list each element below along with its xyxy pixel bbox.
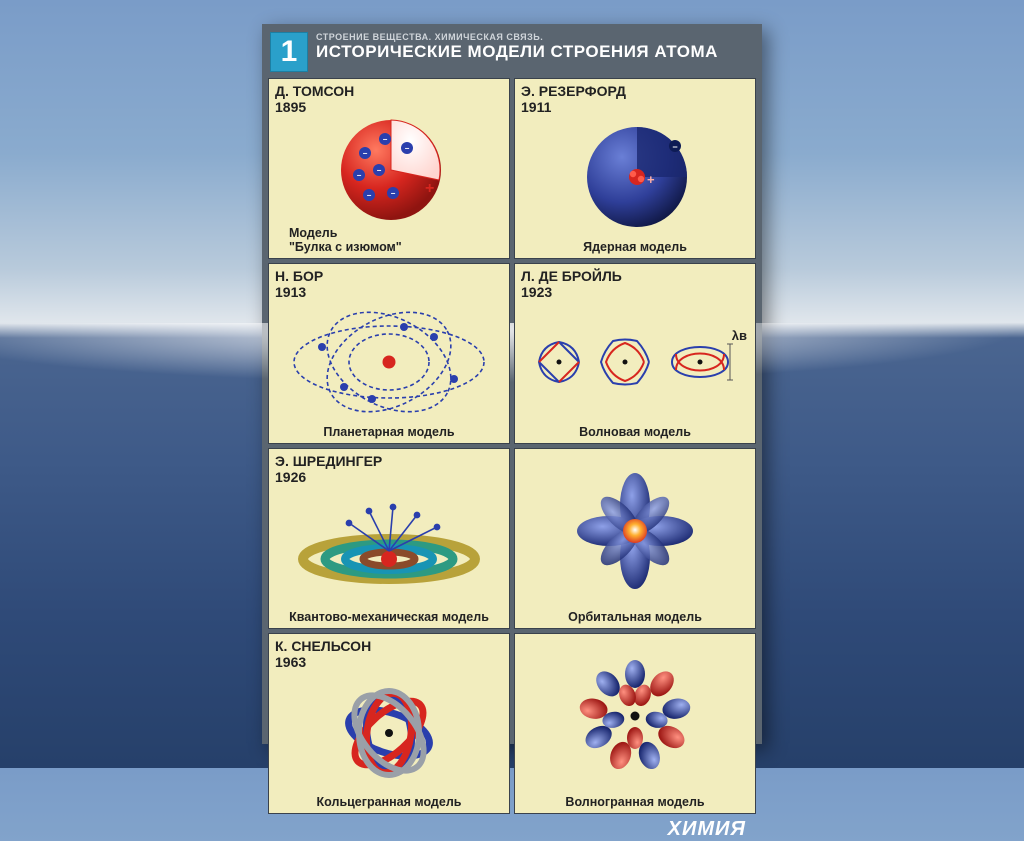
svg-text:+: +	[647, 172, 655, 187]
year: 1926	[275, 469, 503, 485]
caption: Квантово-механическая модель	[275, 609, 503, 626]
svg-text:−: −	[383, 135, 388, 144]
svg-text:−: −	[363, 149, 368, 158]
author: К. СНЕЛЬСОН	[275, 638, 503, 654]
cell-orbital: Орбитальная модель	[514, 448, 756, 629]
cell-schrodinger: Э. ШРЕДИНГЕР 1926	[268, 448, 510, 629]
caption: Планетарная модель	[275, 424, 503, 441]
author: Д. ТОМСОН	[275, 83, 503, 99]
header: 1 СТРОЕНИЕ ВЕЩЕСТВА. ХИМИЧЕСКАЯ СВЯЗЬ. И…	[268, 30, 756, 78]
author: Л. ДЕ БРОЙЛЬ	[521, 268, 749, 284]
header-subtitle: СТРОЕНИЕ ВЕЩЕСТВА. ХИМИЧЕСКАЯ СВЯЗЬ.	[316, 32, 718, 42]
svg-text:−: −	[367, 191, 372, 200]
svg-text:−: −	[405, 144, 410, 153]
year: 1913	[275, 284, 503, 300]
caption: Кольцегранная модель	[275, 794, 503, 811]
diagram-orbital	[521, 453, 749, 609]
caption: Модель "Булка с изюмом"	[275, 225, 503, 256]
caption-prefix: Модель	[289, 226, 337, 240]
diagram-snelson	[275, 670, 503, 794]
models-grid: Д. ТОМСОН 1895	[268, 78, 756, 814]
poster: 1 СТРОЕНИЕ ВЕЩЕСТВА. ХИМИЧЕСКАЯ СВЯЗЬ. И…	[262, 24, 762, 744]
footer-label: ХИМИЯ	[268, 814, 756, 841]
diagram-schrodinger	[275, 485, 503, 609]
svg-text:−: −	[377, 166, 382, 175]
svg-text:−: −	[391, 189, 396, 198]
caption: Волногранная модель	[521, 794, 749, 811]
header-title: ИСТОРИЧЕСКИЕ МОДЕЛИ СТРОЕНИЯ АТОМА	[316, 42, 718, 62]
svg-text:+: +	[425, 180, 434, 197]
cell-rutherford: Э. РЕЗЕРФОРД 1911 − +	[514, 78, 756, 259]
caption: Волновая модель	[521, 424, 749, 441]
caption: Орбитальная модель	[521, 609, 749, 626]
caption: Ядерная модель	[521, 239, 749, 256]
year: 1895	[275, 99, 503, 115]
svg-text:−: −	[672, 142, 677, 152]
diagram-wavegran	[521, 638, 749, 794]
diagram-rutherford: − +	[521, 115, 749, 239]
header-badge: 1	[270, 32, 308, 72]
cell-thomson: Д. ТОМСОН 1895	[268, 78, 510, 259]
author: Э. ШРЕДИНГЕР	[275, 453, 503, 469]
caption-text: "Булка с изюмом"	[289, 240, 402, 254]
diagram-thomson: −−− −−−− +	[275, 115, 503, 225]
cell-snelson: К. СНЕЛЬСОН 1963 Кольцегранная модель	[268, 633, 510, 814]
diagram-bohr	[275, 300, 503, 424]
svg-text:−: −	[357, 171, 362, 180]
cell-bohr: Н. БОР 1913	[268, 263, 510, 444]
diagram-broglie	[521, 300, 749, 424]
year: 1923	[521, 284, 749, 300]
author: Э. РЕЗЕРФОРД	[521, 83, 749, 99]
lambda-label: λв	[732, 328, 747, 343]
cell-wavegran: Волногранная модель	[514, 633, 756, 814]
header-titles: СТРОЕНИЕ ВЕЩЕСТВА. ХИМИЧЕСКАЯ СВЯЗЬ. ИСТ…	[316, 32, 718, 62]
author: Н. БОР	[275, 268, 503, 284]
year: 1911	[521, 99, 749, 115]
year: 1963	[275, 654, 503, 670]
cell-broglie: Л. ДЕ БРОЙЛЬ 1923 λв	[514, 263, 756, 444]
